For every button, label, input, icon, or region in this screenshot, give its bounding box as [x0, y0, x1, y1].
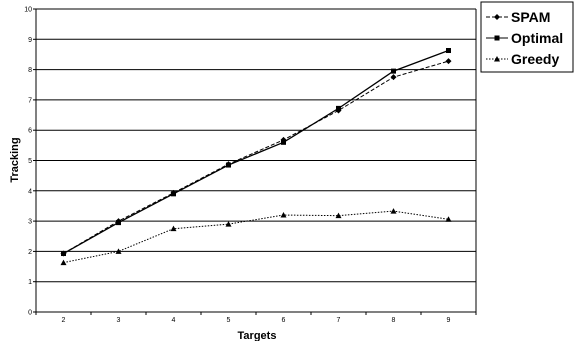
x-tick-label-7: 7 [337, 317, 341, 324]
point-greedy-8 [390, 208, 397, 214]
x-tick-label-5: 5 [227, 317, 231, 324]
y-tick-label-9: 9 [28, 37, 32, 44]
legend-item-greedy: Greedy [486, 51, 559, 67]
legend-item-optimal: Optimal [486, 30, 563, 46]
y-tick-labels: 0 1 2 3 4 5 6 7 8 9 10 [24, 7, 32, 317]
point-optimal-7 [336, 105, 341, 111]
point-greedy-4 [170, 225, 177, 232]
x-tick-label-6: 6 [282, 317, 286, 324]
point-optimal-8 [391, 68, 396, 74]
axes [33, 8, 477, 315]
legend-label-greedy: Greedy [511, 51, 559, 67]
x-tick-label-2: 2 [62, 317, 66, 324]
y-tick-label-7: 7 [28, 97, 32, 104]
grid [36, 8, 476, 283]
legend-marker-greedy [494, 56, 500, 62]
point-optimal-3 [116, 220, 121, 226]
point-greedy-2 [60, 259, 67, 266]
legend-marker-optimal [494, 35, 500, 41]
y-tick-label-10: 10 [24, 7, 32, 14]
point-optimal-2 [61, 251, 66, 257]
x-tick-label-3: 3 [117, 317, 121, 324]
y-tick-label-1: 1 [28, 279, 32, 286]
y-tick-label-4: 4 [28, 188, 32, 195]
point-greedy-9 [445, 216, 452, 222]
y-tick-label-3: 3 [28, 219, 32, 226]
y-tick-label-8: 8 [28, 67, 32, 74]
y-tick-label-6: 6 [28, 128, 32, 135]
series-line-greedy [63, 210, 449, 264]
point-spam-9 [445, 58, 452, 65]
point-greedy-7 [335, 212, 342, 219]
point-optimal-4 [171, 191, 176, 197]
x-tick-labels: 2 3 4 5 6 7 8 9 [62, 317, 451, 324]
legend-label-optimal: Optimal [511, 30, 563, 46]
point-optimal-6 [281, 139, 286, 145]
legend-item-spam: SPAM [486, 9, 550, 25]
x-tick-label-9: 9 [447, 317, 451, 324]
x-axis-title: Targets [238, 330, 277, 341]
series-layer [60, 48, 452, 266]
y-tick-label-2: 2 [28, 249, 32, 256]
point-spam-8 [390, 74, 397, 81]
legend: SPAM Optimal Greedy [480, 1, 574, 73]
legend-label-spam: SPAM [511, 9, 550, 25]
point-optimal-5 [226, 162, 231, 168]
series-optimal [61, 48, 451, 257]
point-greedy-5 [225, 221, 232, 227]
y-tick-label-5: 5 [28, 158, 32, 165]
point-greedy-6 [280, 212, 287, 218]
point-optimal-9 [446, 48, 451, 54]
x-tick-label-8: 8 [392, 317, 396, 324]
series-line-spam [63, 60, 449, 254]
x-tick-label-4: 4 [172, 317, 176, 324]
y-tick-label-0: 0 [28, 310, 32, 317]
series-spam [60, 58, 452, 257]
legend-marker-spam [494, 14, 500, 20]
series-line-optimal [63, 49, 449, 255]
point-greedy-3 [115, 248, 122, 254]
y-axis-title: Tracking [9, 137, 21, 182]
series-greedy [60, 208, 452, 266]
